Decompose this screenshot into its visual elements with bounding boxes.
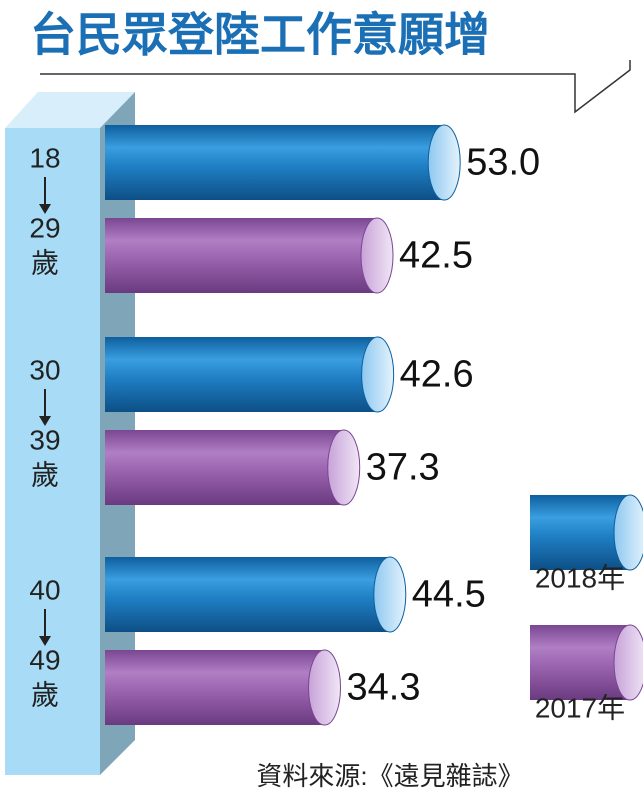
cylinder-body <box>530 495 630 570</box>
category-arrowhead <box>39 204 51 214</box>
legend-label: 2017年 <box>535 692 625 723</box>
bar <box>105 556 407 633</box>
bar <box>105 649 342 726</box>
category-label: 歲 <box>31 679 59 710</box>
category-label: 18 <box>29 142 60 173</box>
source-note: 資料來源:《遠見雜誌》 <box>256 761 523 791</box>
cylinder-cap <box>361 336 395 413</box>
category-arrowhead <box>39 416 51 426</box>
cylinder-body <box>105 557 390 632</box>
chart-title: 台民眾登陸工作意願增 <box>30 8 490 62</box>
cylinder-body <box>105 430 344 505</box>
cylinder-cap <box>613 494 643 571</box>
cylinder-body <box>105 218 377 293</box>
bar <box>105 336 395 413</box>
value-label: 37.3 <box>366 447 440 489</box>
category-label: 歲 <box>31 247 59 278</box>
category-label: 30 <box>29 354 60 385</box>
cylinder-cap <box>308 649 342 726</box>
cylinder-body <box>530 625 630 700</box>
category-label: 39 <box>29 424 60 455</box>
title-bubble <box>40 60 631 114</box>
cylinder-cap <box>327 429 361 506</box>
bar <box>105 124 461 201</box>
value-label: 34.3 <box>347 667 421 709</box>
category-label: 40 <box>29 574 60 605</box>
cylinder-body <box>105 650 325 725</box>
bar <box>105 429 361 506</box>
cylinder-cap <box>373 556 407 633</box>
value-label: 42.5 <box>399 235 473 277</box>
category-label: 49 <box>29 644 60 675</box>
cylinder-cap <box>427 124 461 201</box>
category-label: 歲 <box>31 459 59 490</box>
legend-label: 2018年 <box>535 562 625 593</box>
legend-swatch <box>530 624 643 701</box>
value-label: 42.6 <box>400 354 474 396</box>
category-label: 29 <box>29 212 60 243</box>
cylinder-cap <box>613 624 643 701</box>
cylinder-cap <box>360 217 394 294</box>
pillar-front <box>5 128 100 775</box>
value-label: 44.5 <box>412 574 486 616</box>
pillar-top <box>5 92 135 128</box>
legend-swatch <box>530 494 643 571</box>
value-label: 53.0 <box>466 142 540 184</box>
bar <box>105 217 394 294</box>
category-arrowhead <box>39 636 51 646</box>
cylinder-body <box>105 125 445 200</box>
cylinder-body <box>105 337 378 412</box>
